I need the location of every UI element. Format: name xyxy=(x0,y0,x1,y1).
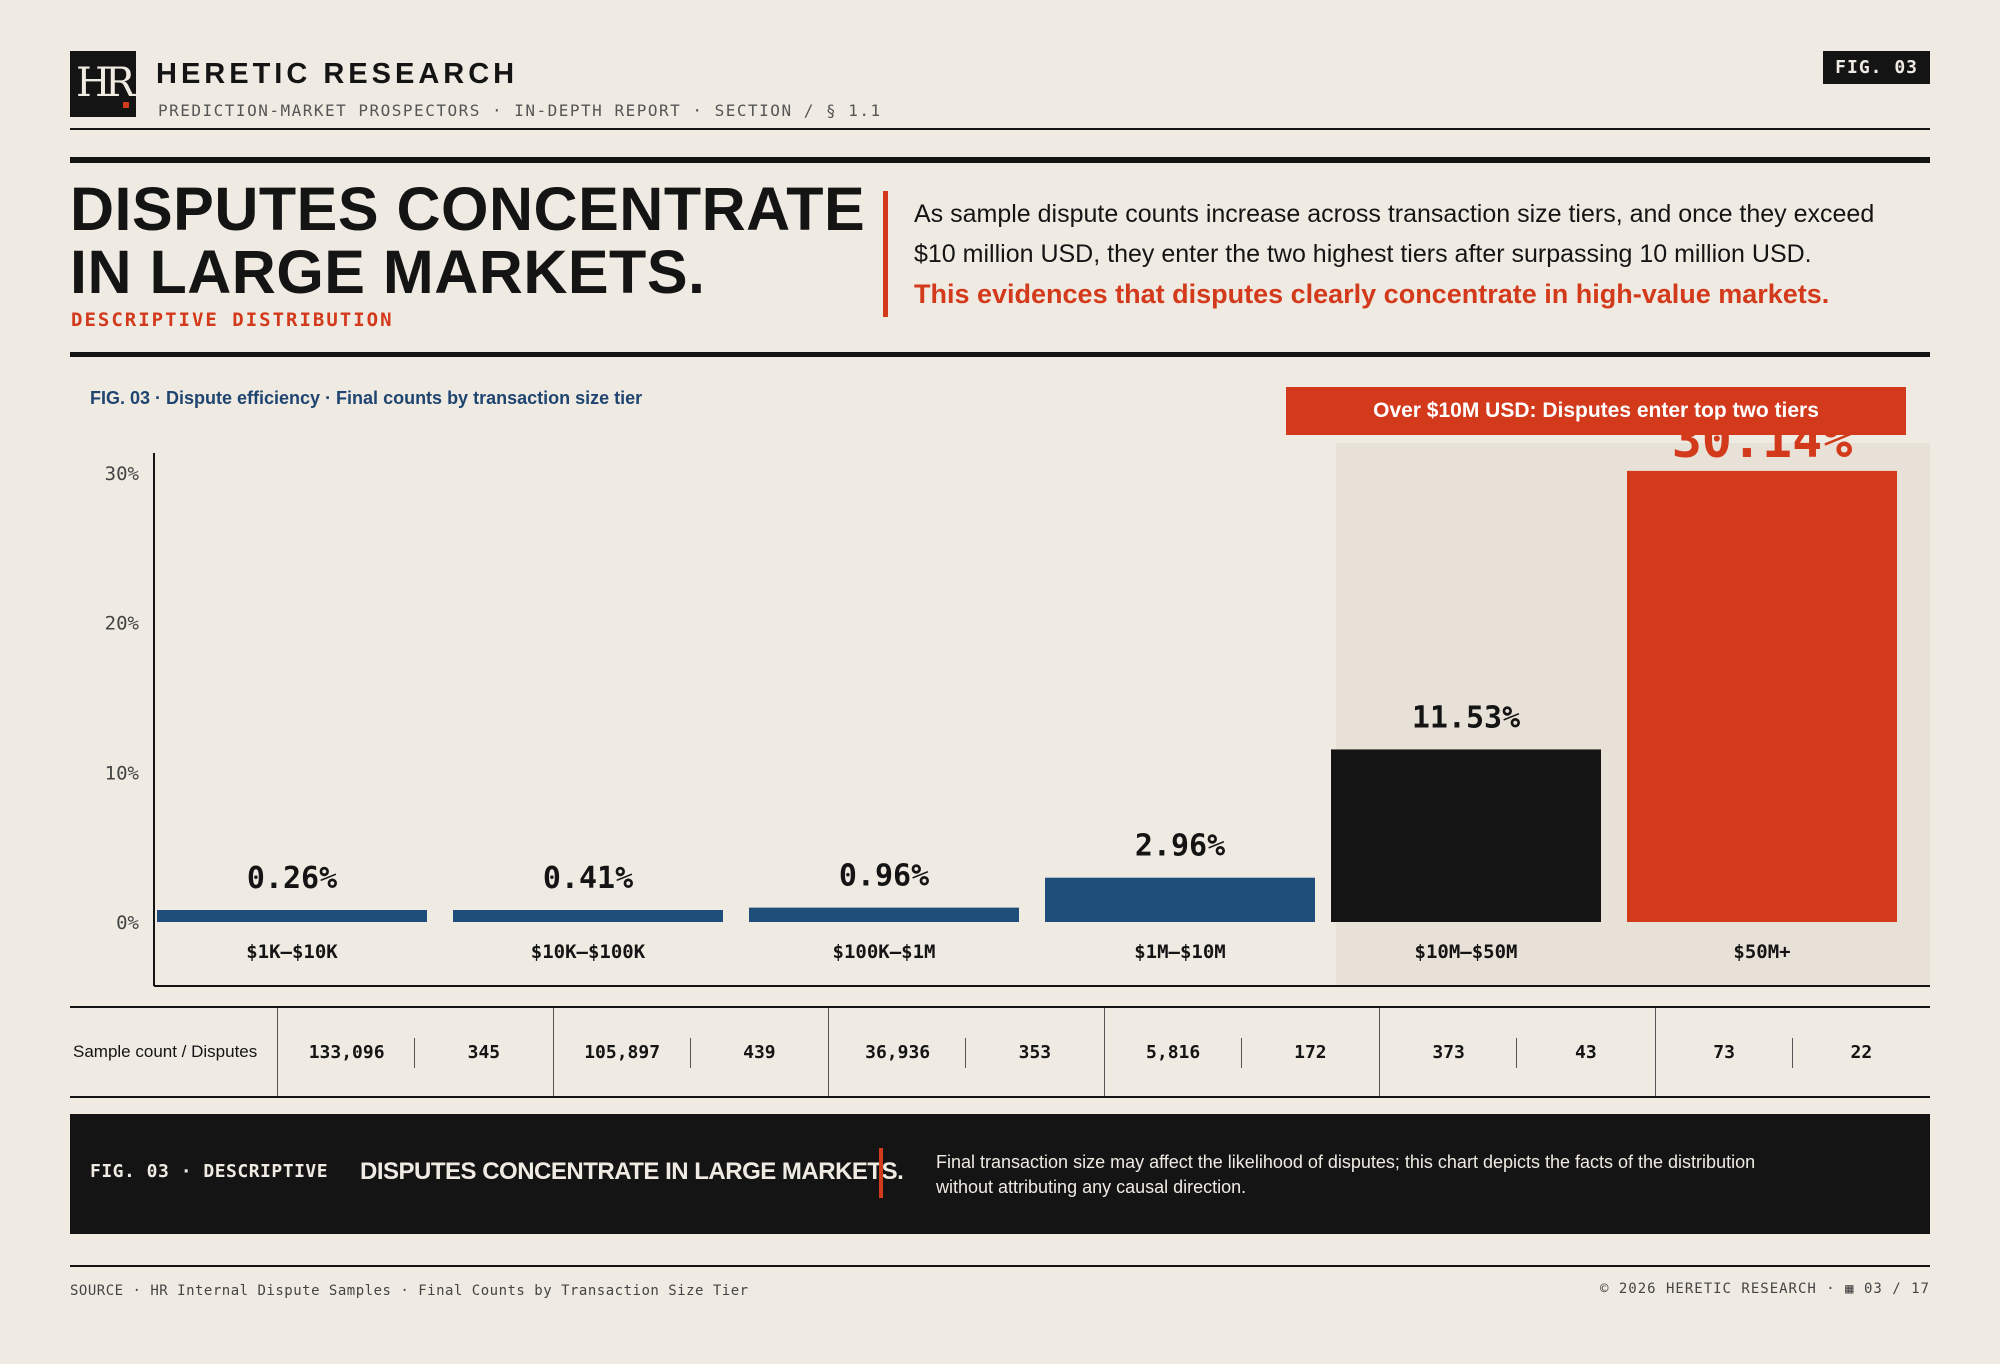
x-category-label: $1M–$10M xyxy=(1134,941,1226,963)
y-tick-label: 0% xyxy=(116,912,139,934)
bar-5 xyxy=(1331,749,1601,922)
table-group: 105,897 439 xyxy=(554,1008,829,1096)
dispute-count-cell: 353 xyxy=(1018,1041,1052,1063)
bar-chart: 0% 10% 20% 30% 0.26% $1K–$10K 0.41% $10K–$100K 0… xyxy=(105,411,1930,987)
bar-value-label: 0.96% xyxy=(839,859,929,894)
figure-tag: FIG. 03 xyxy=(1823,51,1930,84)
table-group: 5,816 172 xyxy=(1105,1008,1380,1096)
page-title: DISPUTES CONCENTRATE IN LARGE MARKETS. xyxy=(70,178,865,304)
bar-value-label: 2.96% xyxy=(1135,829,1225,864)
dispute-count-cell: 43 xyxy=(1575,1041,1597,1063)
bar-4 xyxy=(1045,877,1315,922)
sample-count-cell: 133,096 xyxy=(278,1037,416,1068)
x-category-label: $10M–$50M xyxy=(1415,941,1518,963)
bar-value-label: 0.26% xyxy=(247,861,337,896)
description-text: As sample dispute counts increase across… xyxy=(914,200,1875,268)
dispute-count-cell: 439 xyxy=(743,1041,776,1063)
sample-count-cell: 105,897 xyxy=(554,1037,692,1068)
table-group: 73 22 xyxy=(1656,1008,1931,1096)
bar-2 xyxy=(453,910,723,922)
source-note: SOURCE · HR Internal Dispute Samples · F… xyxy=(70,1283,749,1299)
table-group: 36,936 353 xyxy=(829,1008,1105,1096)
table-row-label: Sample count / Disputes xyxy=(70,1008,278,1096)
y-tick-label: 20% xyxy=(105,613,140,635)
description: As sample dispute counts increase across… xyxy=(914,194,1904,314)
band-title: DISPUTES CONCENTRATE IN LARGE MARKETS. xyxy=(360,1158,904,1185)
x-category-label: $50M+ xyxy=(1733,941,1790,963)
sample-count-cell: 5,816 xyxy=(1105,1037,1243,1068)
logo: HR xyxy=(70,51,136,117)
table-group: 373 43 xyxy=(1380,1008,1656,1096)
title-accent-rule xyxy=(883,191,888,317)
bar-1 xyxy=(157,910,427,922)
dispute-count-cell: 345 xyxy=(467,1041,501,1063)
bar-value-label: 0.41% xyxy=(543,861,633,896)
bar-value-label: 30.14% xyxy=(1672,411,1853,469)
table-group: 133,096 345 xyxy=(278,1008,554,1096)
chart-top-rule xyxy=(70,352,1930,357)
brand-subtitle: PREDICTION-MARKET PROSPECTORS · IN-DEPTH… xyxy=(158,101,882,120)
counts-table: Sample count / Disputes 133,096 345 105,89… xyxy=(70,1006,1930,1098)
header-rule xyxy=(70,128,1930,130)
logo-text: HR xyxy=(76,60,135,106)
bar-value-label: 11.53% xyxy=(1412,700,1520,735)
dispute-count-cell: 172 xyxy=(1294,1041,1327,1063)
x-category-label: $10K–$100K xyxy=(531,941,646,963)
page-title-line-1: DISPUTES CONCENTRATE xyxy=(70,175,866,243)
x-category-label: $100K–$1M xyxy=(833,941,936,963)
brand-name: HERETIC RESEARCH xyxy=(156,58,519,90)
summary-band: FIG. 03 · DESCRIPTIVE DISPUTES CONCENTRA… xyxy=(70,1114,1930,1234)
highlight-banner: Over $10M USD: Disputes enter top two ti… xyxy=(1286,387,1906,435)
band-note: Final transaction size may affect the li… xyxy=(936,1152,1756,1197)
page-title-line-2: IN LARGE MARKETS. xyxy=(70,238,706,306)
sample-count-cell: 36,936 xyxy=(829,1037,967,1068)
dispute-count-cell: 22 xyxy=(1850,1041,1873,1063)
bar-6 xyxy=(1627,470,1897,922)
copyright: © 2026 HERETIC RESEARCH · ▦ 03 / 17 xyxy=(1599,1281,1930,1297)
band-label: FIG. 03 · DESCRIPTIVE xyxy=(90,1161,329,1182)
figure-caption: FIG. 03 · Dispute efficiency · Final cou… xyxy=(90,388,643,408)
description-highlight: This evidences that disputes clearly con… xyxy=(914,279,1830,309)
y-tick-label: 30% xyxy=(105,463,140,485)
y-tick-label: 10% xyxy=(105,762,140,784)
footer-rule xyxy=(70,1265,1930,1267)
x-category-label: $1K–$10K xyxy=(246,941,338,963)
page-subtitle: DESCRIPTIVE DISTRIBUTION xyxy=(71,309,394,331)
sample-count-cell: 73 xyxy=(1656,1037,1794,1068)
logo-dot xyxy=(123,102,129,108)
band-accent-rule xyxy=(879,1148,883,1198)
title-top-rule xyxy=(70,157,1930,163)
bar-3 xyxy=(749,907,1019,922)
sample-count-cell: 373 xyxy=(1380,1037,1518,1068)
